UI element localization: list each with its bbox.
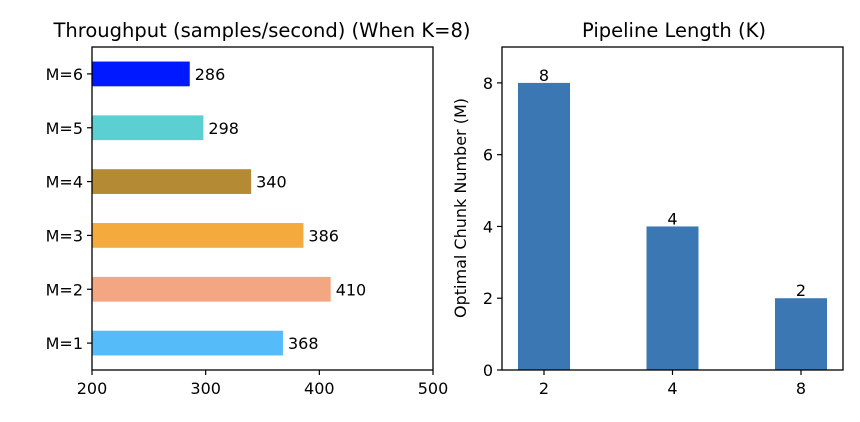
pipeline-y-tick-label: 2: [483, 289, 493, 308]
throughput-chart-title: Throughput (samples/second) (When K=8): [53, 19, 471, 42]
pipeline-y-tick-label: 0: [483, 361, 493, 380]
throughput-x-ticks: 200 300 400 500: [77, 370, 449, 398]
throughput-bar: [92, 115, 204, 141]
throughput-category-label: M=1: [46, 334, 83, 353]
pipeline-x-tick-label: 8: [796, 379, 806, 398]
throughput-x-tick-label: 300: [190, 379, 221, 398]
throughput-value-label: 298: [208, 119, 239, 138]
pipeline-axes-frame: [501, 46, 844, 371]
throughput-bar: [92, 276, 331, 302]
throughput-x-tick-label: 400: [304, 379, 335, 398]
throughput-x-tick-label: 200: [77, 379, 108, 398]
throughput-value-label: 386: [308, 226, 339, 245]
throughput-category-label: M=3: [46, 226, 83, 245]
throughput-bar: [92, 169, 252, 194]
throughput-value-label: 410: [336, 280, 367, 299]
throughput-x-tick-label: 500: [418, 379, 449, 398]
pipeline-y-tick-label: 4: [483, 217, 493, 236]
throughput-category-label: M=6: [46, 65, 83, 84]
pipeline-x-tick-label: 4: [667, 379, 677, 398]
throughput-bars: [92, 61, 331, 356]
throughput-category-label: M=2: [46, 280, 83, 299]
throughput-category-label: M=5: [46, 119, 83, 138]
pipeline-bars: [518, 82, 827, 370]
throughput-chart: Throughput (samples/second) (When K=8) 3…: [46, 19, 471, 398]
pipeline-chart: Pipeline Length (K) Optimal Chunk Number…: [451, 19, 844, 398]
throughput-category-label: M=4: [46, 173, 83, 192]
pipeline-y-axis-label: Optimal Chunk Number (M): [451, 98, 470, 318]
pipeline-bar: [646, 226, 699, 370]
throughput-bar: [92, 330, 283, 356]
pipeline-y-tick-label: 6: [483, 146, 493, 165]
pipeline-value-label: 4: [667, 209, 677, 228]
pipeline-chart-title: Pipeline Length (K): [582, 19, 766, 42]
throughput-value-labels: 368 410 386 340 298 286: [195, 65, 366, 353]
pipeline-value-label: 2: [796, 281, 806, 300]
throughput-axes-frame: [91, 46, 434, 371]
pipeline-bar: [775, 298, 827, 370]
throughput-category-labels: M=1 M=2 M=3 M=4 M=5 M=6: [46, 65, 92, 353]
throughput-value-label: 286: [195, 65, 226, 84]
pipeline-value-labels: 8 4 2: [539, 66, 806, 300]
pipeline-x-tick-label: 2: [539, 379, 549, 398]
pipeline-x-ticks: 2 4 8: [539, 370, 806, 398]
pipeline-bar: [518, 82, 570, 370]
pipeline-y-ticks: 0 2 4 6 8: [483, 74, 502, 380]
throughput-value-label: 368: [288, 334, 319, 353]
throughput-value-label: 340: [256, 173, 287, 192]
throughput-bar: [92, 223, 304, 248]
throughput-bar: [92, 61, 190, 87]
pipeline-value-label: 8: [539, 66, 549, 85]
pipeline-y-tick-label: 8: [483, 74, 493, 93]
